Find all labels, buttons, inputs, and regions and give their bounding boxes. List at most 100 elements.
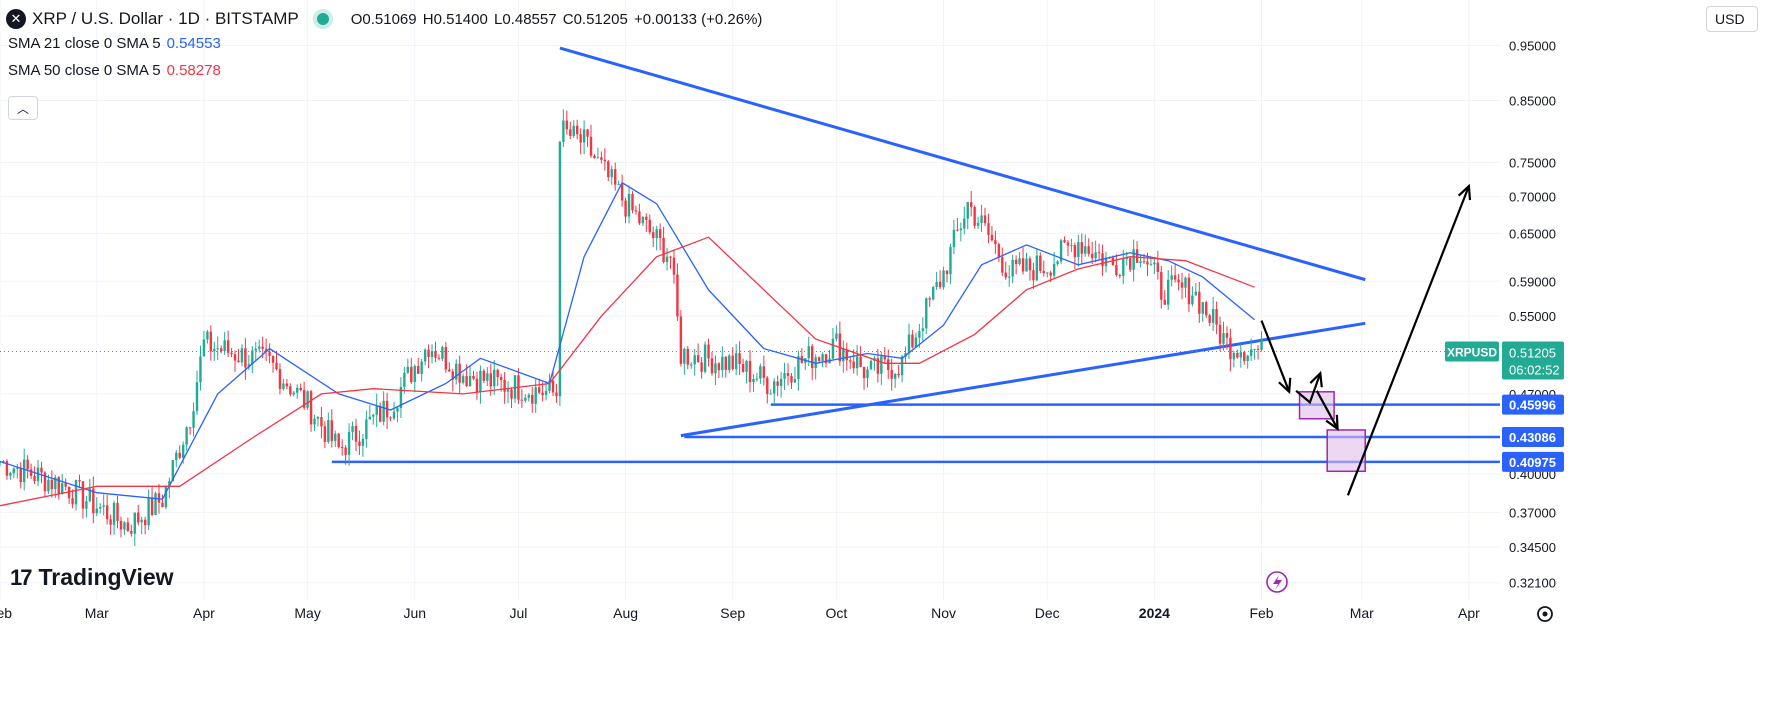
y-tick-label: 0.59000 bbox=[1509, 274, 1556, 289]
candle-body bbox=[278, 369, 282, 389]
candle-body bbox=[541, 392, 544, 396]
candle-body bbox=[506, 389, 510, 392]
candle-body bbox=[81, 481, 85, 509]
candle-body bbox=[887, 359, 890, 370]
candle-body bbox=[375, 405, 378, 415]
candle-body bbox=[845, 349, 848, 361]
xrp-icon[interactable]: ✕ bbox=[6, 9, 26, 29]
candle-body bbox=[641, 216, 645, 224]
indicator-sma21[interactable]: SMA 21 close 0 SMA 5 0.54553 bbox=[8, 35, 221, 52]
candle-body bbox=[1001, 257, 1004, 273]
candle-body bbox=[686, 348, 689, 365]
candle-body bbox=[12, 468, 16, 474]
candle-body bbox=[226, 340, 230, 353]
candle-body bbox=[942, 270, 945, 288]
candle-body bbox=[126, 522, 130, 532]
arrow-head bbox=[1325, 414, 1339, 432]
candle-body bbox=[1139, 261, 1142, 263]
candle-body bbox=[74, 480, 78, 505]
candle-body bbox=[237, 360, 240, 363]
indicator-sma50[interactable]: SMA 50 close 0 SMA 5 0.58278 bbox=[8, 62, 221, 79]
tradingview-logo-icon: 17 bbox=[10, 564, 33, 590]
candle-body bbox=[703, 344, 707, 372]
candle-body bbox=[258, 346, 261, 349]
candle-body bbox=[1205, 302, 1208, 316]
candle-body bbox=[793, 379, 797, 383]
candle-body bbox=[928, 298, 931, 300]
candle-body bbox=[392, 411, 396, 419]
projection-arrows bbox=[1260, 183, 1472, 496]
last-price-text: 0.51205 bbox=[1509, 345, 1556, 360]
candle-body bbox=[444, 347, 448, 370]
candle-body bbox=[202, 339, 206, 357]
market-status-icon[interactable] bbox=[312, 9, 333, 29]
candle-body bbox=[658, 229, 662, 238]
candle-body bbox=[842, 349, 845, 362]
candle-body bbox=[931, 286, 935, 300]
candle-body bbox=[216, 348, 219, 350]
indicator-label: SMA 50 close 0 SMA 5 bbox=[8, 62, 161, 79]
candle-body bbox=[50, 479, 54, 490]
candle-body bbox=[869, 360, 873, 370]
candle-body bbox=[296, 387, 299, 393]
candle-body bbox=[410, 366, 413, 383]
tradingview-logo[interactable]: 17 TradingView bbox=[10, 564, 174, 591]
candle-body bbox=[945, 270, 949, 275]
candle-body bbox=[1246, 355, 1249, 362]
candle-body bbox=[1094, 252, 1097, 259]
candle-body bbox=[420, 361, 423, 374]
x-tick-label: May bbox=[294, 605, 320, 621]
candle-body bbox=[534, 387, 537, 404]
candle-body bbox=[365, 419, 368, 439]
candle-body bbox=[19, 467, 22, 483]
candle-body bbox=[752, 378, 755, 383]
currency-selector[interactable]: USD bbox=[1706, 6, 1758, 32]
x-tick-label: Dec bbox=[1035, 605, 1060, 621]
arrow-head bbox=[1278, 377, 1292, 395]
candle-body bbox=[1229, 337, 1232, 360]
candle-body bbox=[1201, 302, 1204, 314]
y-tick-label: 0.70000 bbox=[1509, 190, 1556, 205]
candle-body bbox=[1153, 262, 1156, 265]
candle-body bbox=[22, 459, 26, 483]
candle-body bbox=[289, 386, 292, 395]
lightning-icon bbox=[1273, 575, 1282, 590]
symbol-title[interactable]: XRP / U.S. Dollar · 1D · BITSTAMP bbox=[32, 9, 299, 28]
candle-body bbox=[762, 366, 766, 378]
candle-body bbox=[966, 202, 969, 219]
ohlc-low: L0.48557 bbox=[494, 10, 557, 28]
candle-body bbox=[299, 387, 302, 391]
candle-body bbox=[987, 223, 990, 235]
candle-body bbox=[510, 389, 513, 399]
candle-body bbox=[1243, 352, 1246, 362]
candle-body bbox=[911, 334, 914, 348]
candle-body bbox=[776, 381, 779, 386]
candle-body bbox=[264, 348, 268, 352]
collapse-indicators-button[interactable]: ︿ bbox=[8, 96, 38, 120]
axis-price-labels: XRPUSD 0.51205 06:02:52 0.45996 0.43086 0.409… bbox=[1445, 341, 1564, 472]
candle-body bbox=[209, 331, 213, 352]
candle-body bbox=[700, 362, 703, 372]
level-price-text: 0.40975 bbox=[1509, 455, 1556, 470]
candle-body bbox=[499, 377, 503, 380]
x-tick-label: Jul bbox=[509, 605, 527, 621]
candle-body bbox=[593, 155, 596, 159]
candle-body bbox=[1042, 270, 1045, 274]
projection-arrow bbox=[1260, 320, 1291, 393]
candle-body bbox=[1070, 245, 1073, 247]
candle-body bbox=[29, 469, 33, 476]
candle-body bbox=[710, 358, 714, 374]
candle-body bbox=[645, 216, 648, 220]
candle-body bbox=[589, 136, 593, 156]
candle-body bbox=[43, 472, 47, 492]
candle-body bbox=[524, 397, 527, 401]
candle-body bbox=[1118, 275, 1122, 277]
candle-body bbox=[572, 125, 575, 136]
candle-body bbox=[351, 425, 354, 432]
candle-body bbox=[728, 355, 731, 370]
candle-body bbox=[575, 125, 579, 135]
candle-body bbox=[963, 218, 966, 229]
candle-body bbox=[143, 519, 147, 526]
candle-body bbox=[652, 232, 655, 239]
